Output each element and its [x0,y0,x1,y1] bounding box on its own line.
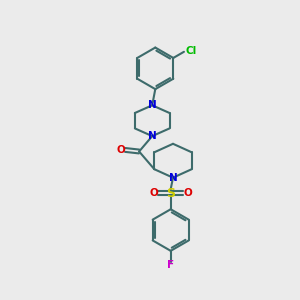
Text: Cl: Cl [185,46,197,56]
Text: N: N [169,173,177,183]
Text: N: N [148,131,157,141]
Text: O: O [116,145,125,155]
Text: N: N [148,100,157,110]
Text: F: F [167,260,174,270]
Text: S: S [166,187,175,200]
Text: O: O [183,188,192,198]
Text: O: O [149,188,158,198]
